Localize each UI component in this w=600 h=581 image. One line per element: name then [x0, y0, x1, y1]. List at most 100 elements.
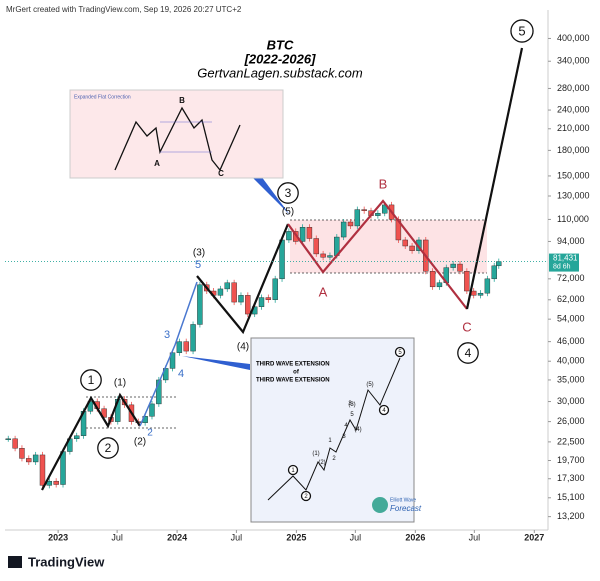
candle — [286, 231, 292, 241]
inset-circle — [300, 490, 312, 502]
inset-circle — [378, 404, 390, 416]
inset-label: 1 — [328, 438, 332, 444]
inset-title: Expanded Flat Correction — [74, 94, 131, 100]
wave-line — [465, 47, 524, 310]
y-tick-label: 26,000 — [557, 416, 585, 426]
candle — [101, 408, 107, 418]
inset-title: THIRD WAVE EXTENSION — [256, 362, 330, 368]
extension-inset: THIRD WAVE EXTENSION of THIRD WAVE EXTEN… — [250, 337, 422, 523]
candle — [5, 438, 11, 441]
wave-label: 4 — [465, 346, 472, 360]
wave-label: 1 — [88, 373, 95, 387]
y-tick-label: 17,300 — [557, 473, 585, 483]
inset-label: 1 — [291, 468, 295, 474]
candle — [327, 255, 333, 258]
inset-wave — [114, 106, 241, 172]
price-box — [549, 253, 579, 272]
candle — [436, 282, 443, 288]
logo-icon — [372, 497, 388, 513]
y-tick-label: 400,000 — [557, 33, 590, 43]
wave-label: 2 — [147, 428, 153, 439]
x-tick-label: Jul — [231, 532, 243, 542]
candle — [496, 261, 502, 267]
candle — [265, 297, 272, 300]
title: BTC — [267, 37, 294, 52]
y-tick-label: 240,000 — [557, 104, 590, 114]
footer: TradingView — [8, 554, 105, 569]
inset-label: 4 — [382, 408, 386, 414]
y-tick-label: 54,000 — [557, 314, 585, 324]
inset-box — [250, 337, 415, 523]
header: MrGert created with TradingView.com, Sep… — [6, 5, 242, 14]
inset-label: 5 — [398, 350, 402, 356]
y-tick-label: 19,700 — [557, 455, 585, 465]
candle — [258, 297, 265, 307]
wave-label: 5 — [518, 23, 525, 38]
x-tick-label: 2025 — [286, 532, 306, 542]
candle — [74, 435, 80, 440]
wave-circle — [80, 369, 102, 391]
inset-circle — [394, 346, 406, 358]
candle — [238, 295, 244, 303]
candle — [169, 352, 176, 369]
y-tick-label: 150,000 — [557, 170, 590, 180]
candle — [306, 227, 313, 239]
candle — [26, 458, 32, 463]
candle — [340, 221, 347, 238]
candle — [32, 454, 39, 463]
inset-label: 2 — [332, 456, 336, 462]
wave-label: B — [379, 176, 388, 191]
wave-circle — [277, 182, 299, 204]
wave-label: 5 — [195, 259, 201, 271]
candle — [190, 324, 196, 352]
candle — [217, 288, 224, 296]
y-tick-label: 40,000 — [557, 356, 585, 366]
inset-label: 2 — [304, 494, 308, 500]
y-tick-label: 30,000 — [557, 396, 585, 406]
logo-text: Forecast — [390, 504, 422, 513]
y-tick-label: 15,100 — [557, 492, 585, 502]
y-tick-label: 180,000 — [557, 145, 590, 155]
candle — [12, 438, 18, 449]
candle — [60, 451, 66, 485]
candle — [87, 401, 94, 412]
candle — [477, 292, 484, 296]
candle — [320, 253, 326, 258]
candle — [272, 278, 278, 300]
wave-label: 2 — [105, 441, 112, 455]
wave-label: C — [462, 319, 471, 334]
wave-label: (5) — [282, 207, 294, 218]
inset-label: (4) — [354, 427, 361, 433]
footer-text: TradingView — [28, 554, 105, 569]
wave-line — [196, 223, 290, 335]
candle — [149, 403, 155, 417]
candle — [450, 263, 456, 268]
y-tick-label: 130,000 — [557, 190, 590, 200]
x-tick-label: 2023 — [48, 532, 68, 542]
candle — [347, 221, 354, 227]
inset-box — [69, 89, 284, 179]
wave-label: 3 — [285, 186, 292, 200]
candle — [231, 282, 237, 303]
logo-text: Elliott Wave — [390, 497, 416, 503]
inset-label: 4 — [344, 423, 348, 429]
inset-wave — [267, 357, 401, 501]
candle — [361, 209, 367, 211]
price-label: 81,431 — [553, 254, 578, 263]
candle — [53, 480, 59, 485]
candle — [197, 284, 203, 325]
y-tick-label: 13,200 — [557, 511, 585, 521]
inset-circle — [287, 464, 299, 476]
wave-line-blue — [139, 281, 198, 427]
wave-line-red — [287, 199, 468, 310]
candle — [279, 239, 285, 280]
wave-label: (1) — [114, 378, 126, 389]
inset-label: (5) — [366, 382, 373, 388]
x-tick-label: 2026 — [405, 532, 425, 542]
subtitle: [2022-2026] — [244, 51, 316, 66]
candle — [245, 295, 251, 315]
y-tick-label: 94,000 — [557, 236, 585, 246]
countdown: 8d 6h — [553, 263, 571, 270]
candle — [39, 454, 46, 486]
